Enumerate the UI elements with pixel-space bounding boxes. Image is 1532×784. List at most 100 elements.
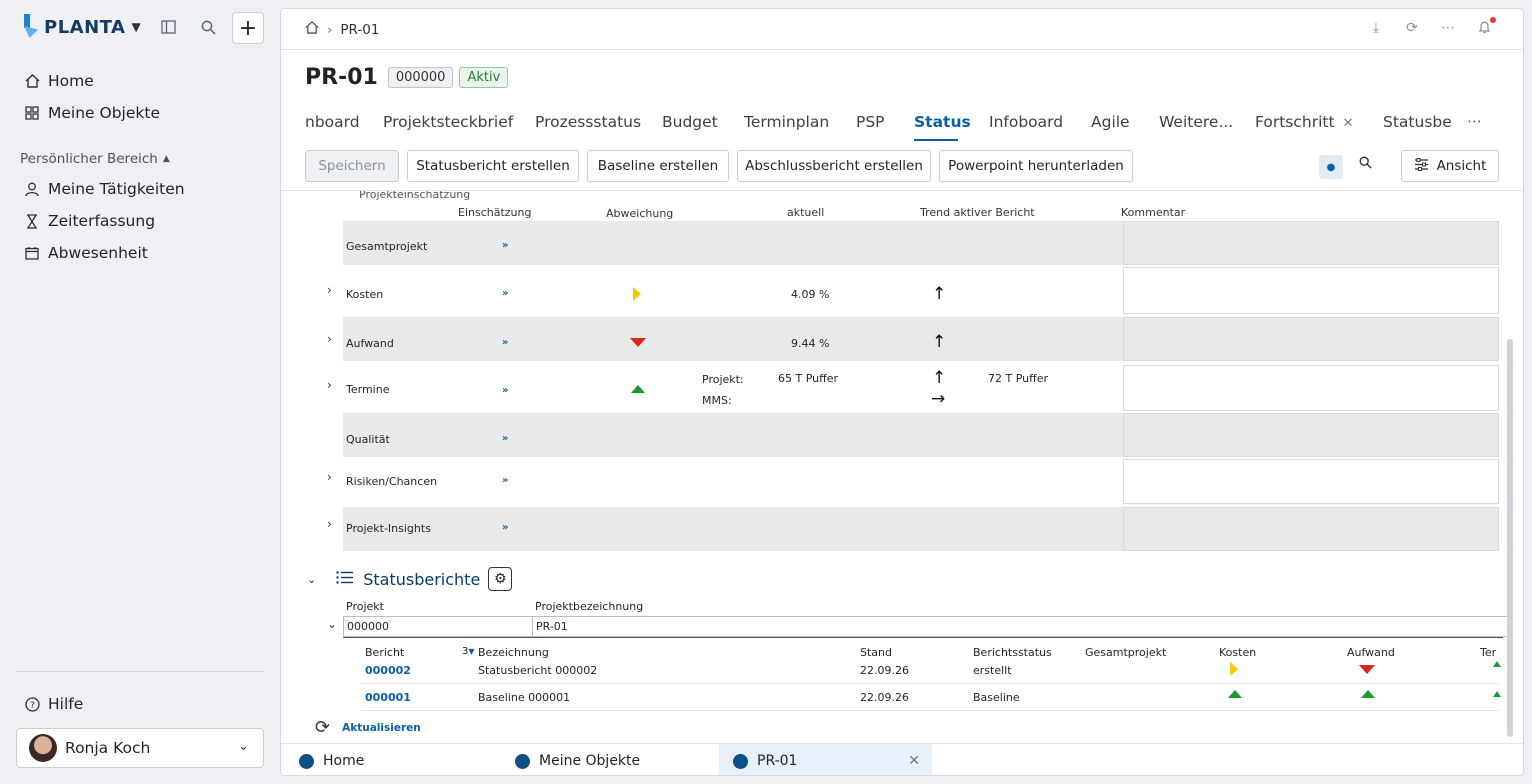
indicator-button[interactable]: ● [1319, 155, 1343, 179]
tab-dot-icon [299, 753, 314, 769]
add-button[interactable]: + [232, 12, 264, 44]
comment-field[interactable] [1123, 413, 1499, 457]
report-link[interactable]: 000001 [365, 691, 411, 704]
sidebar-item-taetigkeiten[interactable]: Meine Tätigkeiten [24, 180, 185, 198]
yellow-triangle-icon [1230, 662, 1238, 676]
more-link[interactable]: » [502, 522, 509, 533]
grid-icon [24, 105, 40, 121]
toolbar: Speichern Statusbericht erstellen Baseli… [281, 143, 1523, 191]
comment-field[interactable] [1123, 317, 1499, 361]
tab-statusbericht[interactable]: Statusber [1383, 113, 1451, 131]
app-switcher[interactable]: PLANTA ▼ [22, 14, 141, 40]
more-icon[interactable]: ⋯ [1441, 20, 1455, 36]
refresh-action[interactable]: ⟳ Aktualisieren [315, 717, 421, 738]
more-link[interactable]: » [502, 240, 509, 251]
arrow-right-icon: → [931, 389, 946, 409]
bell-icon[interactable] [1475, 17, 1496, 38]
tab-dashboard[interactable]: nboard [305, 113, 360, 131]
section-label: Persönlicher Bereich [20, 151, 158, 167]
tab-infoboard[interactable]: Infoboard [989, 113, 1064, 131]
close-icon[interactable]: ✕ [908, 753, 920, 769]
comment-field[interactable] [1123, 459, 1499, 504]
column-header: Ter [1480, 646, 1497, 659]
create-final-report-button[interactable]: Abschlussbericht erstellen [737, 150, 931, 182]
green-triangle-icon [631, 385, 645, 393]
create-status-report-button[interactable]: Statusbericht erstellen [407, 150, 579, 182]
logo-text: PLANTA [44, 16, 126, 38]
user-name: Ronja Koch [65, 739, 151, 757]
sidebar-item-abwesenheit[interactable]: Abwesenheit [24, 244, 148, 262]
save-button[interactable]: Speichern [305, 150, 399, 182]
more-link[interactable]: » [502, 433, 509, 444]
bottom-tab-bar: Home Meine Objekte PR-01 ✕ [281, 743, 1523, 775]
column-header: Gesamtprojekt [1085, 646, 1167, 659]
project-field[interactable]: 000000 [343, 616, 533, 637]
breadcrumb-current[interactable]: PR-01 [340, 21, 380, 38]
help-link[interactable]: ? Hilfe [24, 695, 83, 713]
chevron-down-icon: ⌄ [238, 739, 249, 754]
tab-psp[interactable]: PSP [856, 113, 885, 131]
download-powerpoint-button[interactable]: Powerpoint herunterladen [939, 150, 1133, 182]
sidebar-toggle-icon[interactable] [158, 17, 178, 37]
chevron-right-icon[interactable]: › [327, 283, 332, 297]
sidebar-item-zeiterfassung[interactable]: Zeiterfassung [24, 212, 155, 230]
comment-field[interactable] [1123, 507, 1499, 551]
tab-budget[interactable]: Budget [662, 113, 718, 131]
bottom-tab-pr-01[interactable]: PR-01 ✕ [719, 744, 932, 775]
sort-index[interactable]: 3▼ [462, 646, 475, 657]
bottom-tab-label: PR-01 [757, 753, 798, 769]
tab-agile[interactable]: Agile [1091, 113, 1130, 131]
tab-status[interactable]: Status [914, 113, 971, 131]
tab-projektsteckbrief[interactable]: Projektsteckbrief [383, 113, 514, 131]
bottom-tab-meine-objekte[interactable]: Meine Objekte [515, 744, 640, 775]
report-link[interactable]: 000002 [365, 664, 411, 677]
chevron-down-icon[interactable]: ⌄ [307, 572, 317, 586]
download-icon[interactable]: ⤓ [1372, 20, 1380, 36]
more-tabs-icon[interactable]: ⋯ [1467, 112, 1482, 130]
search-icon[interactable] [1359, 156, 1372, 173]
sidebar-item-home[interactable]: Home [24, 72, 94, 90]
view-button[interactable]: Ansicht [1401, 150, 1499, 182]
comment-field[interactable] [1123, 365, 1499, 411]
row-label: Kosten [346, 288, 384, 301]
chevron-right-icon[interactable]: › [327, 378, 332, 392]
tab-dot-icon [733, 753, 748, 769]
tab-weitere[interactable]: Weitere... [1159, 113, 1234, 131]
yellow-triangle-icon [633, 287, 641, 301]
chevron-up-icon: ▲ [162, 154, 170, 164]
chevron-right-icon[interactable]: › [327, 470, 332, 484]
more-link[interactable]: » [502, 385, 509, 396]
more-link[interactable]: » [502, 475, 509, 486]
more-link[interactable]: » [502, 337, 509, 348]
sort-index-label: 3 [462, 646, 469, 657]
statusberichte-header: ⌄ Statusberichte ⚙ [307, 567, 513, 591]
tab-fortschritt[interactable]: Fortschritt ✕ [1255, 113, 1353, 131]
tab-terminplan[interactable]: Terminplan [744, 113, 830, 131]
comment-field[interactable] [1123, 267, 1499, 314]
arrow-up-icon: ↑ [932, 284, 947, 304]
refresh-icon[interactable]: ⟳ [1406, 20, 1418, 36]
gear-icon[interactable]: ⚙ [488, 567, 513, 591]
chevron-right-icon[interactable]: › [327, 332, 332, 346]
chevron-down-icon[interactable]: ⌄ [327, 617, 338, 631]
more-link[interactable]: » [502, 288, 509, 299]
scrollbar[interactable] [1507, 339, 1513, 737]
create-baseline-button[interactable]: Baseline erstellen [587, 150, 729, 182]
sidebar-item-meine-objekte[interactable]: Meine Objekte [24, 104, 160, 122]
search-icon[interactable] [198, 17, 218, 37]
user-menu[interactable]: Ronja Koch ⌄ [16, 728, 264, 768]
report-date: 22.09.26 [860, 691, 909, 704]
close-icon[interactable]: ✕ [1342, 116, 1354, 131]
personal-section-toggle[interactable]: Persönlicher Bereich ▲ [20, 151, 170, 167]
bottom-tab-home[interactable]: Home [299, 744, 364, 775]
chevron-right-icon[interactable]: › [327, 517, 332, 531]
project-name-field[interactable]: PR-01 [532, 616, 1512, 637]
comment-field[interactable] [1123, 221, 1499, 265]
termine-projekt-label: Projekt: [702, 373, 744, 386]
home-icon[interactable] [305, 21, 319, 38]
help-icon: ? [24, 696, 40, 712]
status-badge: Aktiv [459, 67, 509, 88]
report-name: Statusbericht 000002 [478, 664, 598, 677]
person-icon [24, 181, 40, 197]
tab-prozessstatus[interactable]: Prozessstatus [535, 113, 642, 131]
